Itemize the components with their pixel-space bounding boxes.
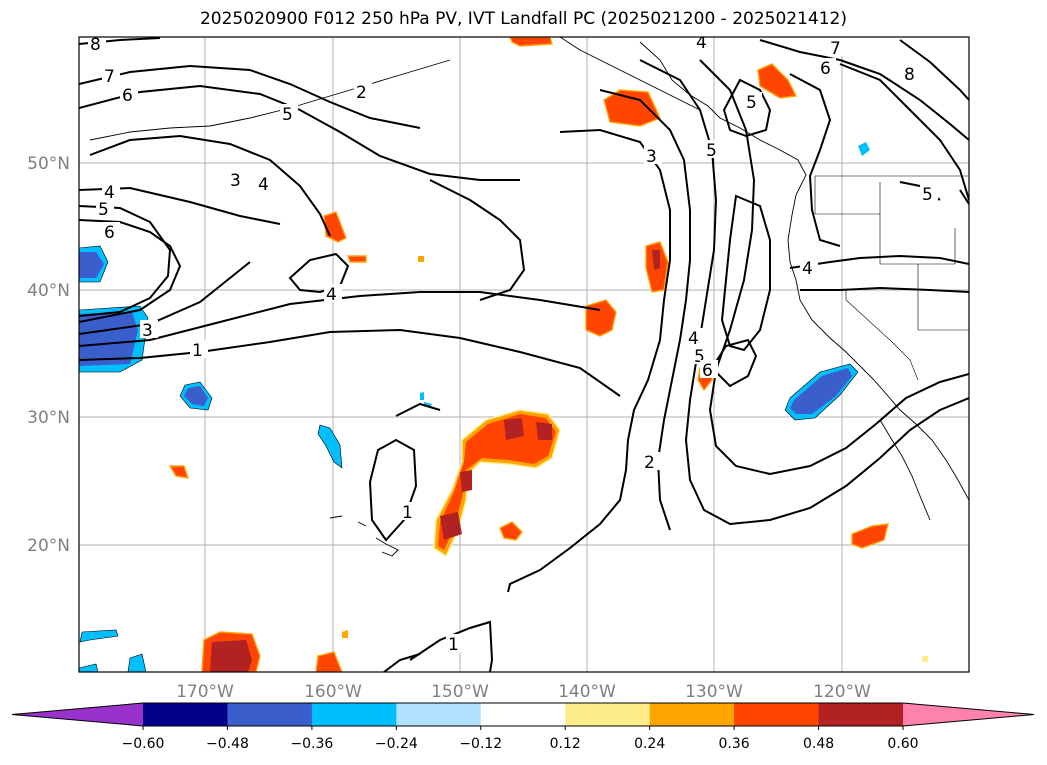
colorbar-extend-min [12,703,143,726]
contour-label-4b: 4 [258,175,269,195]
contour-label-5f: 5 [922,185,933,205]
colorbar-tick-label: −0.36 [290,736,333,752]
contour-label-3c: 3 [646,147,657,167]
contour-label-6: 6 [122,86,133,106]
contour-label-6c: 6 [702,361,713,381]
colorbar-swatch [818,703,904,726]
contour-label-6b: 6 [104,223,115,243]
contour-label-5e: 5 [746,93,757,113]
colorbar-tick-label: −0.24 [375,736,418,752]
contour-labels: 8 7 6 5 4 3 2 1 6 4 5 4 3 1 1 3 2 4 5 6 … [88,33,938,655]
colorbar-tick-label: 0.60 [887,736,918,752]
colorbar-swatch [734,703,820,726]
colorbar-tick-label: −0.48 [206,736,249,752]
contour-label-4: 4 [104,183,115,203]
map-frame [78,36,970,673]
contour-label-5d: 5 [706,141,717,161]
contour-label-2: 2 [356,83,367,103]
contour-label-4e: 4 [696,33,707,53]
colorbar-swatch [396,703,482,726]
negative-anomaly-blobs [79,142,870,672]
contour-label-5: 5 [98,200,109,220]
baja-coast [879,419,931,521]
colorbar-tick-label: −0.60 [122,736,165,752]
contour-label-5c: 5 [694,347,705,367]
latitude-labels: 50°N 40°N 30°N 20°N [27,154,70,556]
colorbar-tick-label: 0.48 [803,736,834,752]
colorbar-swatch [311,703,397,726]
contour-label-8b: 8 [904,65,915,85]
lon-label-120w: 120°W [813,682,871,702]
colorbar-tick-label: 0.36 [719,736,750,752]
positive-anomaly-blobs [168,37,928,672]
colorbar-swatch [480,703,566,726]
lat-label-40n: 40°N [27,281,70,301]
lat-label-30n: 30°N [27,408,70,428]
colorbar-extend-max [903,703,1034,726]
state-borders [814,175,969,381]
colorbar-swatch [649,703,735,726]
colorbar-tick-label: 0.12 [550,736,581,752]
map-title: 2025020900 F012 250 hPa PV, IVT Landfall… [199,9,847,29]
lon-label-150w: 150°W [431,682,489,702]
contour-label-4c: 4 [326,285,337,305]
lon-label-160w: 160°W [304,682,362,702]
lat-label-50n: 50°N [27,154,70,174]
pv-shading [79,37,928,672]
contour-label-7b: 7 [830,39,841,59]
contour-label-4d: 4 [688,329,699,349]
colorbar-swatch [143,703,228,726]
contour-label-6d: 6 [820,59,831,79]
contour-label-3b: 3 [142,321,153,341]
lon-label-140w: 140°W [558,682,616,702]
contour-label-2b: 2 [644,453,655,473]
north-america-coast [639,41,969,501]
pv-contours [79,37,969,672]
colorbar-swatch [565,703,651,726]
contour-label-3: 3 [230,171,241,191]
lon-label-170w: 170°W [176,682,234,702]
lat-label-20n: 20°N [27,536,70,556]
colorbar-tick-label: −0.12 [459,736,502,752]
colorbar-swatch [227,703,313,726]
contour-label-8: 8 [90,35,101,55]
contour-label-7: 7 [104,67,115,87]
colorbar-tick-label: 0.24 [634,736,665,752]
contour-label-1b: 1 [402,503,413,523]
colorbar: −0.60 −0.48 −0.36 −0.24 −0.12 0.12 0.24 0.36 0.4… [11,702,1035,752]
contour-label-4f: 4 [802,259,813,279]
contour-label-1: 1 [192,341,203,361]
hawaiian-islands [329,515,399,557]
alaska-coast [559,37,701,111]
coastlines [89,37,969,557]
longitude-labels: 170°W 160°W 150°W 140°W 130°W 120°W [176,682,871,702]
contour-label-1c: 1 [448,635,459,655]
lon-label-130w: 130°W [685,682,743,702]
aleutian-chain [89,59,451,141]
contour-label-5b: 5 [282,105,293,125]
